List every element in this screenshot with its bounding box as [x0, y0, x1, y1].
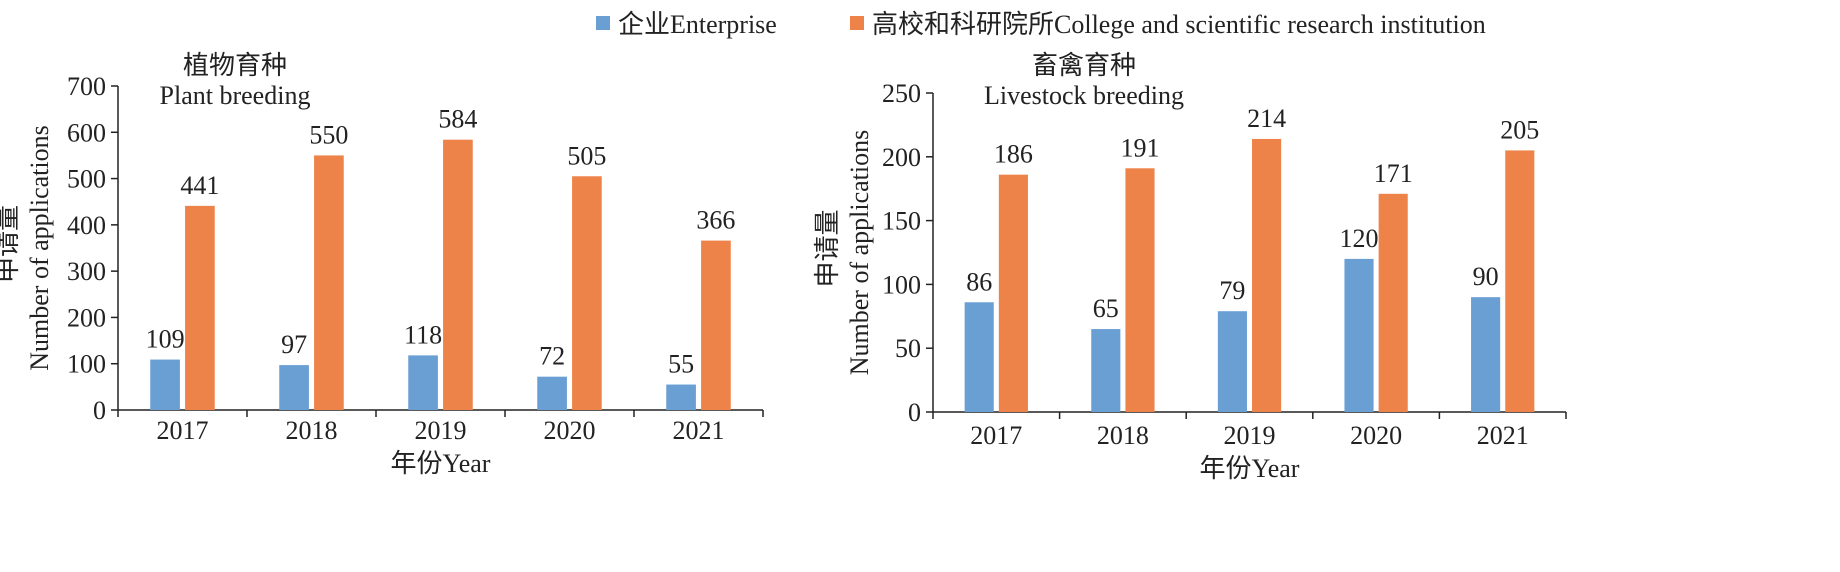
bar-college — [1378, 193, 1408, 412]
y-tick-label: 500 — [67, 165, 106, 194]
legend: 企业Enterprise 高校和科研院所College and scientif… — [0, 0, 1840, 39]
y-tick-label: 200 — [882, 143, 921, 172]
legend-item-college: 高校和科研院所College and scientific research i… — [850, 4, 1486, 41]
data-label-college: 584 — [438, 105, 477, 134]
x-tick-label: 2021 — [673, 416, 725, 445]
y-axis-label-cn: 申请量 — [0, 205, 22, 283]
data-label-enterprise: 118 — [404, 320, 442, 349]
x-tick-label: 2017 — [157, 416, 209, 445]
data-label-college: 550 — [309, 120, 348, 149]
data-label-enterprise: 120 — [1340, 224, 1379, 253]
bar-college — [1505, 150, 1535, 413]
data-label-enterprise: 65 — [1093, 294, 1119, 323]
bar-college — [1252, 138, 1282, 412]
data-label-college: 191 — [1120, 133, 1159, 162]
bar-college — [572, 176, 602, 410]
y-tick-label: 600 — [67, 118, 106, 147]
y-tick-label: 0 — [908, 398, 921, 427]
x-tick-label: 2020 — [544, 416, 596, 445]
bar-enterprise — [964, 302, 994, 412]
y-tick-label: 250 — [882, 79, 921, 108]
data-label-college: 366 — [696, 206, 735, 235]
y-axis-label-cn: 申请量 — [813, 209, 842, 287]
data-label-enterprise: 97 — [281, 330, 307, 359]
x-tick-label: 2018 — [1097, 421, 1149, 450]
data-label-college: 205 — [1500, 115, 1539, 144]
y-tick-label: 150 — [882, 207, 921, 236]
bar-enterprise — [1217, 311, 1247, 412]
data-label-enterprise: 55 — [668, 350, 694, 379]
x-tick-label: 2017 — [970, 421, 1022, 450]
data-label-enterprise: 109 — [146, 325, 185, 354]
y-tick-label: 0 — [93, 396, 106, 425]
legend-item-enterprise: 企业Enterprise — [596, 4, 777, 41]
y-axis-label: Number of applications — [25, 125, 54, 371]
y-tick-label: 200 — [67, 303, 106, 332]
legend-swatch-college — [850, 15, 864, 30]
chart-subtitle: Plant breeding — [160, 81, 311, 110]
y-tick-label: 400 — [67, 211, 106, 240]
data-label-college: 186 — [994, 140, 1033, 169]
x-tick-label: 2018 — [286, 416, 338, 445]
y-tick-label: 700 — [67, 72, 106, 101]
y-tick-label: 100 — [67, 350, 106, 379]
y-tick-label: 50 — [895, 334, 921, 363]
y-tick-label: 300 — [67, 257, 106, 286]
legend-label-college: 高校和科研院所College and scientific research i… — [872, 10, 1486, 39]
x-tick-label: 2020 — [1350, 421, 1402, 450]
data-label-enterprise: 90 — [1473, 262, 1499, 291]
data-label-college: 171 — [1374, 159, 1413, 188]
bar-enterprise — [279, 365, 309, 410]
bar-college — [185, 205, 215, 410]
y-axis-label: Number of applications — [845, 130, 874, 376]
x-tick-label: 2021 — [1477, 421, 1529, 450]
x-tick-label: 2019 — [1224, 421, 1276, 450]
bar-college — [314, 155, 344, 410]
chart-title: 畜禽育种 — [1032, 51, 1136, 80]
bar-college — [443, 139, 473, 411]
bar-college — [701, 240, 731, 410]
bar-enterprise — [408, 355, 438, 410]
chart-title: 植物育种 — [183, 51, 287, 80]
bar-enterprise — [1344, 258, 1374, 412]
data-label-enterprise: 86 — [966, 267, 992, 296]
x-axis-label: 年份Year — [391, 449, 491, 478]
bar-enterprise — [1091, 329, 1121, 412]
data-label-college: 441 — [180, 171, 219, 200]
x-axis-label: 年份Year — [1200, 454, 1300, 483]
chart-subtitle: Livestock breeding — [984, 81, 1184, 110]
bar-college — [1125, 168, 1155, 412]
y-tick-label: 100 — [882, 270, 921, 299]
data-label-enterprise: 79 — [1219, 276, 1245, 305]
bar-college — [998, 174, 1028, 412]
bar-enterprise — [150, 359, 180, 410]
x-tick-label: 2019 — [415, 416, 467, 445]
legend-label-enterprise: 企业Enterprise — [618, 10, 777, 39]
bar-enterprise — [666, 384, 696, 410]
data-label-college: 214 — [1247, 104, 1286, 133]
bar-enterprise — [537, 376, 567, 410]
data-label-college: 505 — [567, 141, 606, 170]
legend-swatch-enterprise — [596, 15, 610, 30]
data-label-enterprise: 72 — [539, 342, 565, 371]
bar-enterprise — [1471, 297, 1501, 412]
